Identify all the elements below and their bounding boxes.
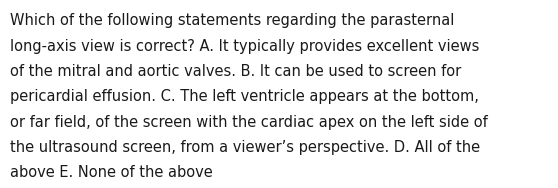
Text: Which of the following statements regarding the parasternal: Which of the following statements regard… xyxy=(10,13,454,28)
Text: pericardial effusion. C. The left ventricle appears at the bottom,: pericardial effusion. C. The left ventri… xyxy=(10,89,479,104)
Text: the ultrasound screen, from a viewer’s perspective. D. All of the: the ultrasound screen, from a viewer’s p… xyxy=(10,140,480,155)
Text: above E. None of the above: above E. None of the above xyxy=(10,165,213,180)
Text: of the mitral and aortic valves. B. It can be used to screen for: of the mitral and aortic valves. B. It c… xyxy=(10,64,461,79)
Text: or far field, of the screen with the cardiac apex on the left side of: or far field, of the screen with the car… xyxy=(10,115,488,130)
Text: long-axis view is correct? A. It typically provides excellent views: long-axis view is correct? A. It typical… xyxy=(10,39,479,54)
